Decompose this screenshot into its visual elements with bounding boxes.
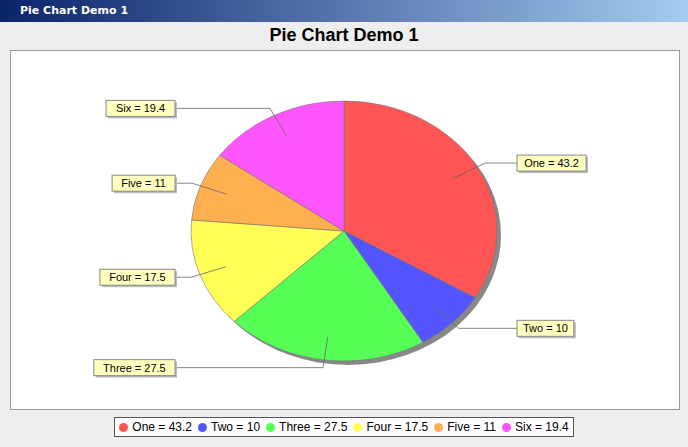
html-text:Two = 10: Two = 10: [211, 420, 261, 434]
html-text:One = 43.2: One = 43.2: [132, 420, 192, 434]
svg-text:Three = 27.5: Three = 27.5: [103, 362, 166, 374]
svg-text:Six = 19.4: Six = 19.4: [116, 102, 165, 114]
svg-text:Five = 11: Five = 11: [121, 177, 166, 189]
svg-text:Two = 10: Two = 10: [523, 322, 568, 334]
html-text:Pie Chart Demo 1: Pie Chart Demo 1: [269, 25, 419, 45]
html-text:Four = 17.5: Four = 17.5: [366, 420, 429, 434]
svg-text:One = 43.2: One = 43.2: [524, 157, 579, 169]
svg-text:Four = 17.5: Four = 17.5: [109, 271, 166, 283]
html-text:Pie Chart Demo 1: Pie Chart Demo 1: [20, 4, 129, 17]
html-text:Six = 19.4: Six = 19.4: [515, 420, 569, 434]
html-text:Five = 11: Five = 11: [447, 420, 496, 434]
html-text:Three = 27.5: Three = 27.5: [279, 420, 348, 434]
